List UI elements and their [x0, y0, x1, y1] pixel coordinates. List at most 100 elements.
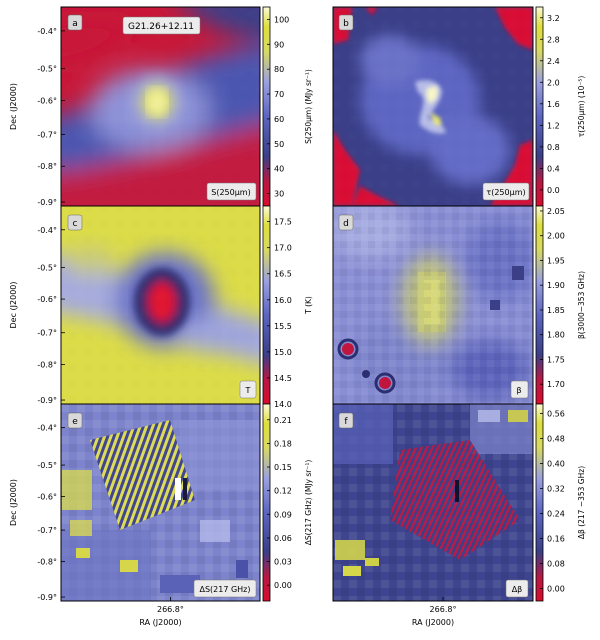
colorbar-tick-label: 1.75: [547, 355, 565, 364]
colorbar-tick-label: 2.4: [547, 57, 560, 66]
colorbar-tick-label: 2.8: [547, 35, 560, 44]
colorbar-label: β(3000−353 GHz): [577, 271, 586, 339]
colorbar-tick-label: 1.6: [547, 100, 560, 109]
ytick-label: -0.6°: [37, 295, 57, 304]
panel-letter-box-a: [67, 14, 83, 31]
colorbar-tick-label: 0.08: [547, 559, 565, 568]
colorbar-tick-label: 0.8: [547, 143, 560, 152]
panel-letter-box-f: [338, 412, 354, 429]
ytick-label: -0.6°: [37, 493, 57, 502]
x-axis-label: RA (J2000): [412, 618, 454, 627]
panel-letter-a: a: [72, 19, 78, 29]
colorbar-tick-label: 40: [274, 165, 284, 174]
colorbar-tick-label: 0.06: [274, 534, 292, 543]
colorbar-tick-label: 0.24: [547, 509, 565, 518]
panel-letter-box-d: [338, 214, 354, 231]
ytick-label: -0.5°: [37, 65, 57, 74]
heatmap-b: [333, 7, 533, 206]
colorbar-tick-label: 0.03: [274, 558, 292, 567]
colorbar-a: [262, 6, 271, 207]
map-label-box-e: [193, 579, 257, 598]
colorbar-tick-label: 0.4: [547, 164, 560, 173]
panel-d: d β: [332, 205, 534, 405]
ytick-label: -0.9°: [37, 198, 57, 207]
colorbar-tick-label: 14.5: [274, 374, 292, 383]
map-label-box-b: [482, 182, 530, 201]
colorbar-tick-label: 15.0: [274, 348, 292, 357]
map-label-c: T: [245, 386, 251, 395]
colorbar-tick-label: 0.00: [274, 581, 292, 590]
colorbar-tick-label: 15.5: [274, 322, 292, 331]
colorbar-tick-label: 0.40: [547, 459, 565, 468]
ytick-label: -0.7°: [37, 526, 57, 535]
ytick-label: -0.7°: [37, 329, 57, 338]
axes-layer: -0.4° -0.5° -0.6° -0.7° -0.8° -0.9° Dec (J2000…: [9, 6, 586, 627]
map-label-b: τ(250μm): [486, 188, 525, 197]
panel-b: b τ(250μm): [332, 6, 534, 207]
colorbar-label: T (K): [304, 296, 313, 315]
panel-letter-box-c: [67, 214, 83, 231]
map-label-box-a: [206, 182, 257, 201]
ytick-label: -0.9°: [37, 593, 57, 602]
colorbar-tick-label: 3.2: [547, 14, 560, 23]
colorbar-label: S(250μm) (MJy sr⁻¹): [304, 69, 313, 144]
panel-letter-f: f: [344, 417, 348, 427]
colorbar-tick-label: 1.95: [547, 256, 565, 265]
colorbar-tick-label: 70: [274, 90, 284, 99]
colorbar-tick-label: 0.0: [547, 186, 560, 195]
colorbar-tick-label: 1.80: [547, 331, 565, 340]
object-title-box: [122, 16, 201, 35]
ytick-label: -0.5°: [37, 263, 57, 272]
colorbar-tick-label: 60: [274, 115, 284, 124]
ytick-label: -0.4°: [37, 226, 57, 235]
colorbar-tick-label: 30: [274, 190, 284, 199]
map-label-box-d: [510, 380, 529, 399]
colorbar-tick-label: 0.09: [274, 510, 292, 519]
colorbar-tick-label: 17.5: [274, 218, 292, 227]
panel-c: c T: [60, 205, 261, 405]
heatmap-d: [333, 206, 533, 404]
panel-letter-box-b: [338, 14, 354, 31]
y-axis-label: Dec (J2000): [9, 479, 18, 526]
panel-letter-box-e: [67, 412, 83, 429]
heatmap-a: [61, 7, 260, 206]
xtick-label: 266.8°: [430, 605, 457, 614]
ytick-label: -0.4°: [37, 27, 57, 36]
colorbar-label: τ(250μm) (10⁻⁵): [577, 76, 586, 138]
colorbar-tick-label: 1.2: [547, 121, 560, 130]
ytick-label: -0.5°: [37, 461, 57, 470]
ytick-label: -0.8°: [37, 360, 57, 369]
colorbar-tick-label: 0.00: [547, 584, 565, 593]
colorbar-tick-label: 0.12: [274, 487, 292, 496]
colorbar-tick-label: 80: [274, 65, 284, 74]
panel-letter-e: e: [72, 417, 78, 427]
ytick-label: -0.8°: [37, 558, 57, 567]
heatmap-e: [61, 404, 260, 601]
map-label-a: S(250μm): [211, 188, 250, 197]
map-label-box-c: [239, 380, 257, 399]
colorbar-tick-label: 90: [274, 40, 284, 49]
heatmap-f: [333, 404, 533, 601]
ytick-label: -0.9°: [37, 396, 57, 405]
colorbar-tick-label: 2.00: [547, 232, 565, 241]
colorbar-label: ΔS(217 GHz) (MJy sr⁻¹): [304, 460, 313, 546]
colorbar-label: Δβ (217 −353 GHz): [577, 466, 586, 539]
colorbar-tick-label: 0.15: [274, 463, 292, 472]
colorbar-tick-label: 0.32: [547, 484, 565, 493]
ytick-label: -0.7°: [37, 130, 57, 139]
map-label-d: β: [516, 386, 521, 395]
panel-f: f Δβ: [332, 403, 534, 602]
colorbar-tick-label: 0.18: [274, 439, 292, 448]
colorbar-tick-label: 16.0: [274, 296, 292, 305]
xtick-label: 266.8°: [157, 605, 184, 614]
panel-letter-d: d: [343, 219, 349, 229]
map-label-box-f: [505, 579, 529, 598]
colorbar-tick-label: 0.56: [547, 409, 565, 418]
object-title: G21.26+12.11: [128, 22, 194, 32]
panel-a: a G21.26+12.11 S(250μm): [60, 6, 261, 207]
colorbar-tick-label: 0.48: [547, 434, 565, 443]
colorbar-tick-label: 1.90: [547, 281, 565, 290]
colorbar-tick-label: 2.05: [547, 207, 565, 216]
x-axis-label: RA (J2000): [139, 618, 181, 627]
